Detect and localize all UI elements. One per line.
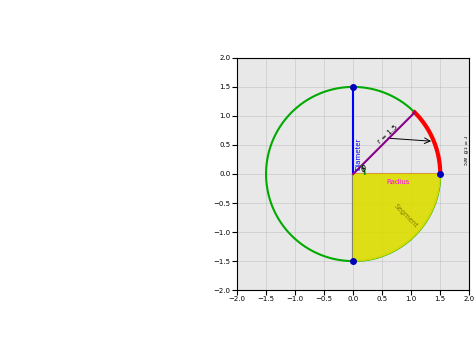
Text: r = 1.5: r = 1.5	[377, 124, 399, 145]
Text: θ: θ	[360, 165, 365, 174]
Text: r = r.θ  arc: r = r.θ arc	[462, 136, 467, 165]
Text: Radius: Radius	[387, 179, 410, 185]
Text: Diameter: Diameter	[356, 137, 361, 170]
Polygon shape	[353, 174, 440, 261]
Text: Segment: Segment	[392, 203, 419, 229]
